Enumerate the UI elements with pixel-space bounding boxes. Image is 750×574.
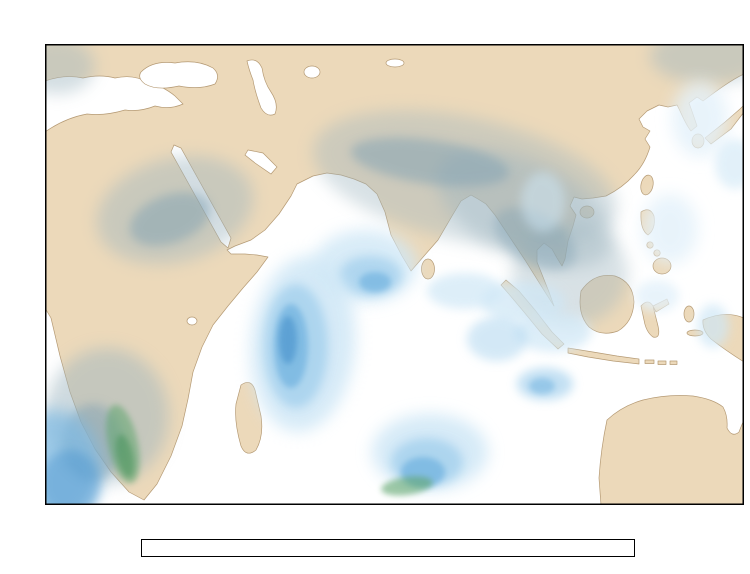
java <box>567 347 640 365</box>
map-frame <box>45 44 744 505</box>
mediterranean-sea <box>44 75 184 133</box>
black-sea <box>139 61 218 89</box>
lesser-sunda-island <box>669 360 678 365</box>
persian-gulf <box>244 149 278 175</box>
map-svg <box>5 28 750 526</box>
taiwan <box>640 174 654 196</box>
colorbar <box>141 539 635 557</box>
map-plot <box>5 28 750 526</box>
lesser-sunda-island <box>657 360 667 365</box>
lesser-sunda-island <box>644 359 655 364</box>
caspian-sea <box>246 59 277 116</box>
sri-lanka <box>421 258 435 280</box>
lake-balkhash <box>385 58 405 68</box>
madagascar <box>235 382 263 454</box>
aral-sea <box>303 65 321 79</box>
halmahera <box>683 305 695 323</box>
lake-victoria <box>186 316 198 326</box>
australia <box>598 395 745 506</box>
